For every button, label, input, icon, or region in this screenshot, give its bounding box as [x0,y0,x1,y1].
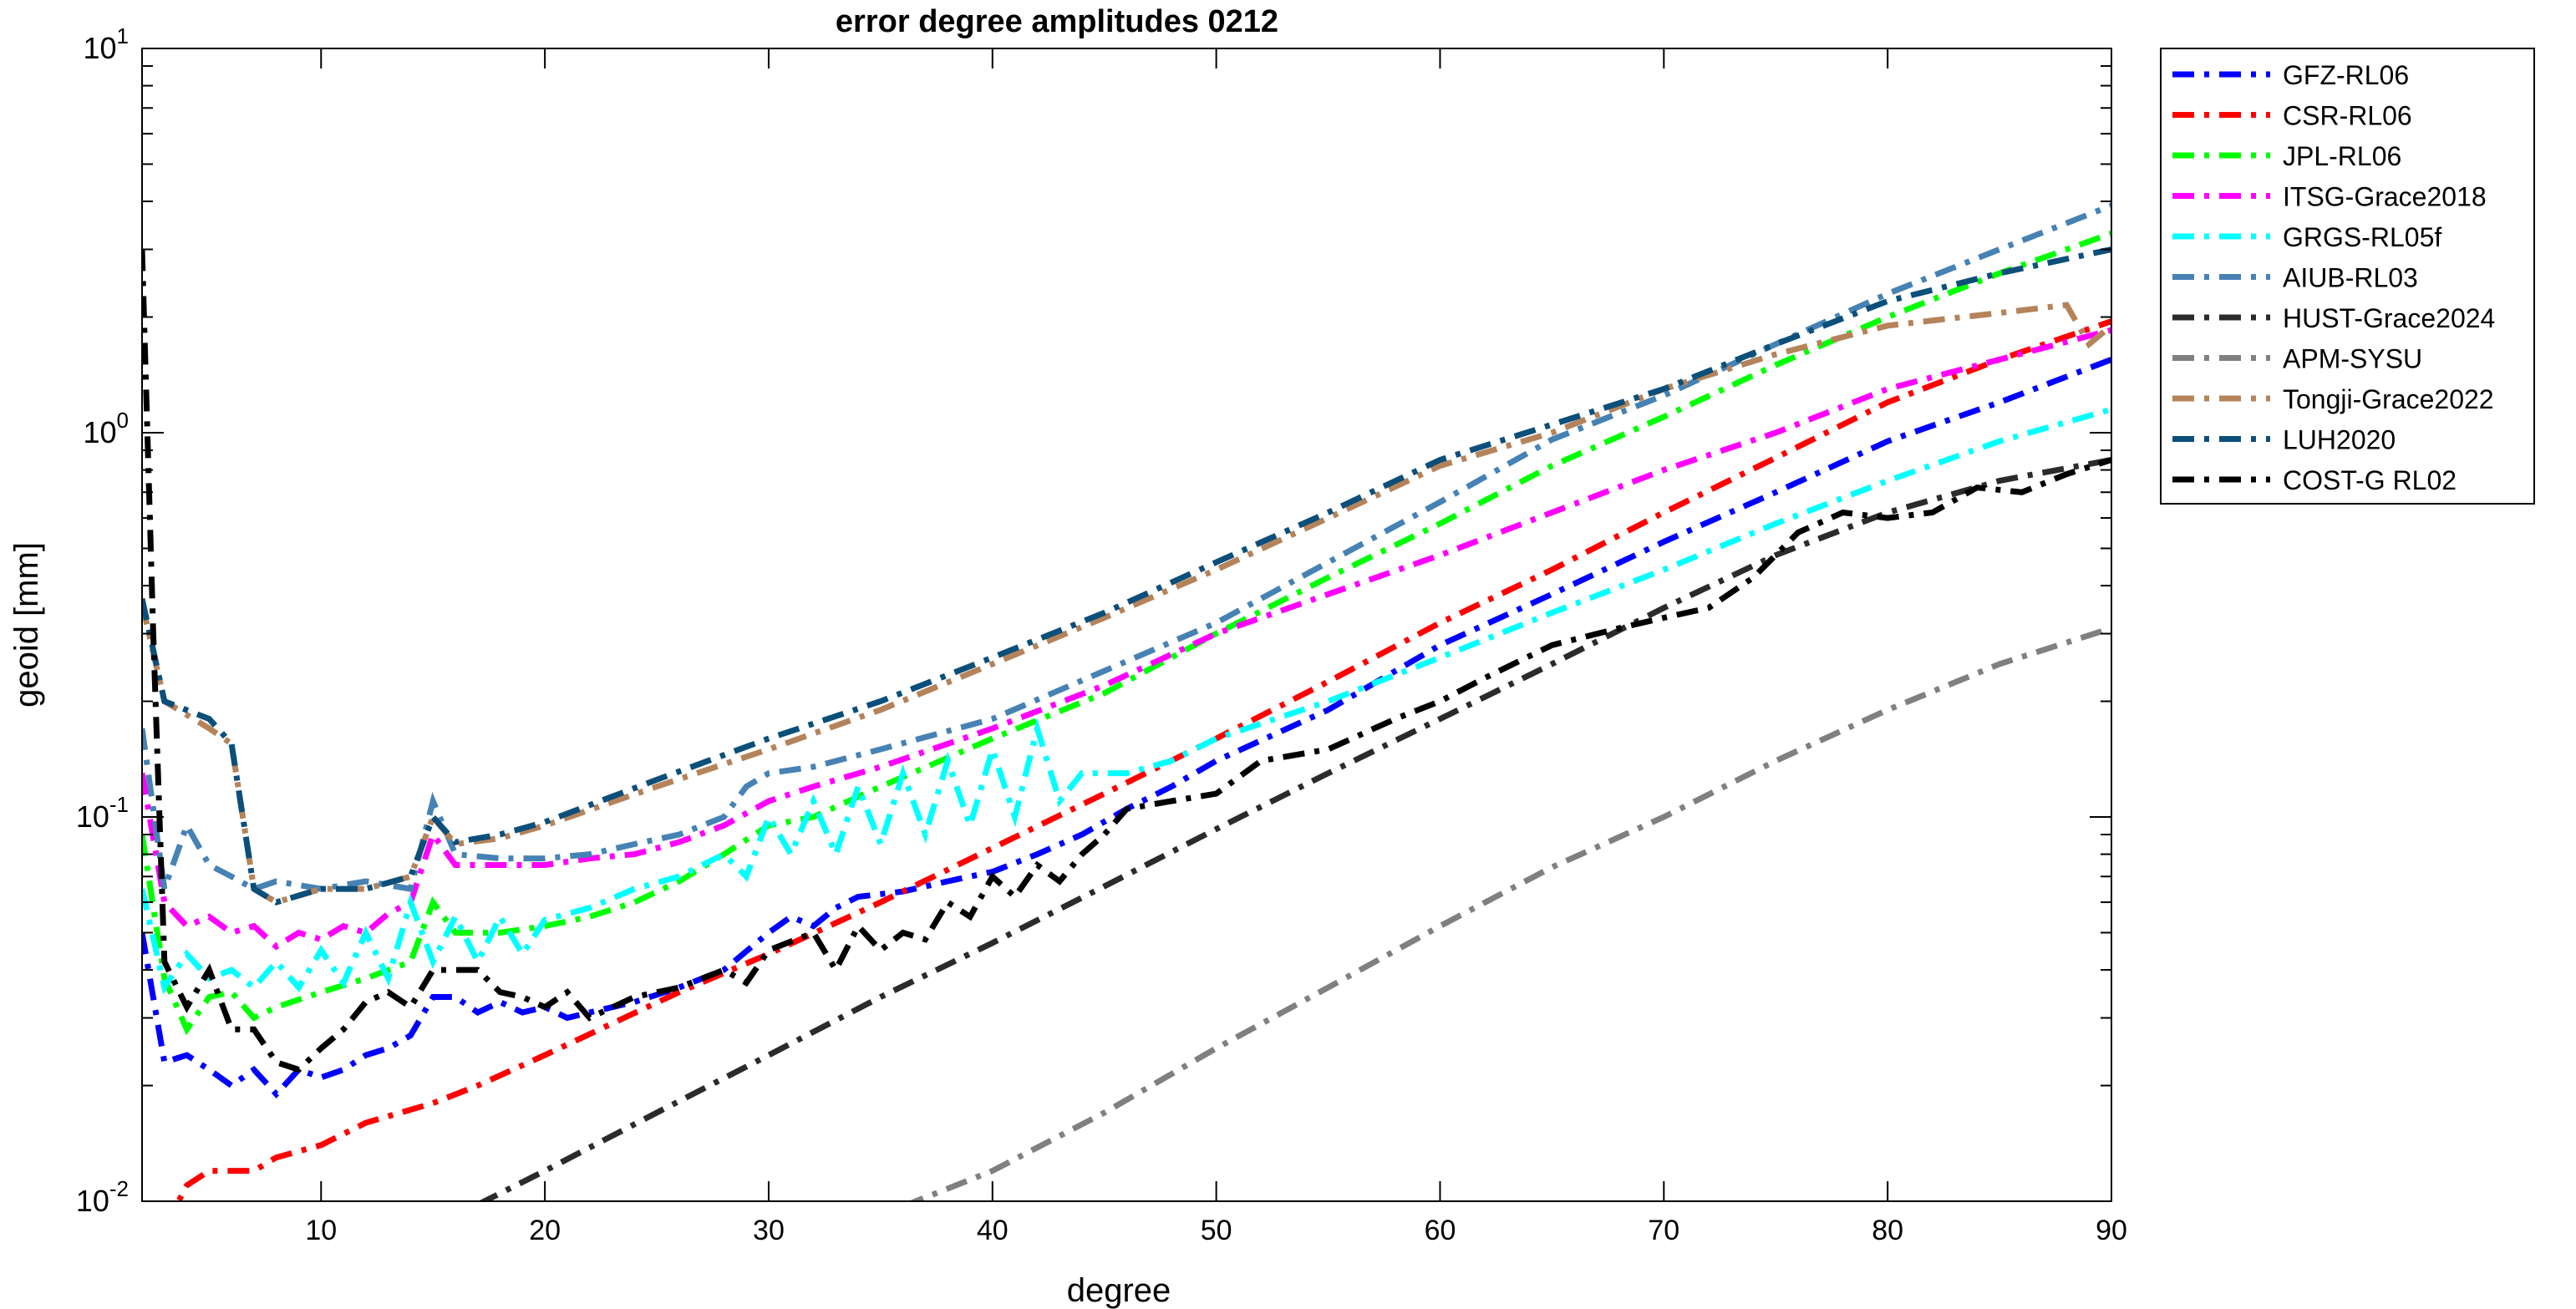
series-line-3 [142,327,2111,951]
plot-frame [141,48,2112,1202]
legend-label-1: CSR-RL06 [2283,101,2412,131]
y-tick-base: 10 [83,415,116,449]
legend-label-9: LUH2020 [2283,425,2396,455]
series-line-5 [142,202,2111,893]
y-tick-base: 10 [76,1184,109,1218]
series-line-1 [175,318,2111,1201]
legend-label-0: GFZ-RL06 [2283,60,2409,90]
series-line-2 [142,231,2111,1036]
y-tick-label: 100 [83,408,129,449]
series-line-6 [477,457,2111,1201]
y-tick-exponent: -1 [109,792,129,817]
x-tick-label: 90 [2096,1215,2127,1246]
x-tick-label: 10 [305,1215,337,1246]
legend-label-2: JPL-RL06 [2283,141,2401,171]
y-tick-exponent: 1 [117,23,129,48]
y-tick-label: 10-2 [76,1176,129,1218]
legend-label-4: GRGS-RL05f [2283,222,2441,252]
x-axis-label: degree [1067,1272,1171,1309]
series-layer [142,202,2111,1201]
y-tick-label: 10-1 [76,792,129,834]
x-tick-label: 20 [529,1215,561,1246]
series-line-0 [142,357,2111,1098]
legend: GFZ-RL06 CSR-RL06 JPL-RL06 ITSG-Grace2018 GR… [2160,48,2535,505]
y-tick-base: 10 [76,799,109,834]
legend-label-3: ITSG-Grace2018 [2283,182,2487,212]
series-line-7 [907,625,2111,1201]
x-tick-label: 80 [1872,1215,1903,1246]
y-tick-exponent: -2 [109,1176,129,1201]
legend-label-7: APM-SYSU [2283,344,2422,374]
y-tick-base: 10 [83,31,116,65]
legend-label-8: Tongji-Grace2022 [2283,384,2494,414]
x-tick-label: 40 [977,1215,1009,1246]
x-tick-label: 60 [1425,1215,1456,1246]
x-tick-label: 50 [1201,1215,1232,1246]
y-tick-exponent: 0 [117,408,129,433]
y-axis-label: geoid [mm] [8,542,45,708]
chart-title: error degree amplitudes 0212 [836,4,1278,39]
series-line-9 [142,246,2111,906]
x-tick-label: 70 [1648,1215,1679,1246]
series-line-4 [142,406,2111,995]
legend-label-5: AIUB-RL03 [2283,263,2418,293]
y-tick-label: 101 [83,23,129,65]
legend-label-6: HUST-Grace2024 [2283,303,2495,333]
x-tick-label: 30 [753,1215,785,1246]
series-line-8 [142,302,2111,906]
legend-label-10: COST-G RL02 [2283,465,2457,495]
